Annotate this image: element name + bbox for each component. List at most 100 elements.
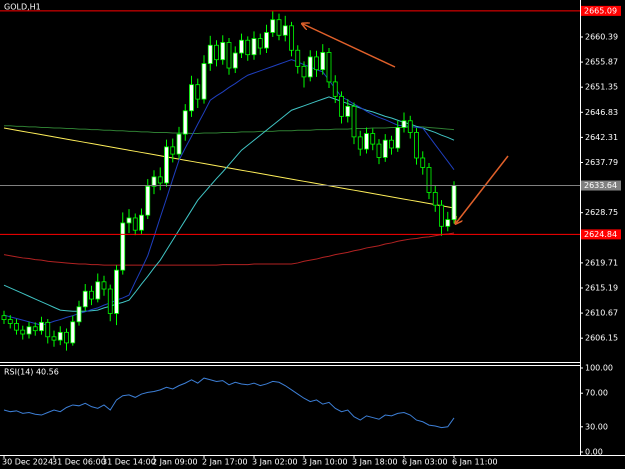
candle-body xyxy=(414,132,419,159)
moving-average xyxy=(4,125,455,135)
x-tick-label: 2 Jan 09:00 xyxy=(152,458,198,467)
candle-body xyxy=(145,185,151,216)
indicator-title: RSI(14) 40.56 xyxy=(4,368,59,377)
candle-body xyxy=(20,329,26,335)
candle-body xyxy=(57,331,63,341)
candle-body xyxy=(182,110,188,135)
candle-body xyxy=(51,336,57,341)
y-tick-label: 2615.19 xyxy=(585,283,618,292)
candle-body xyxy=(214,44,219,61)
y-tick-label: 0.00 xyxy=(585,448,603,457)
candle-body xyxy=(295,49,301,67)
y-tick-label: 2619.71 xyxy=(585,258,618,267)
price-level-label: 2633.64 xyxy=(584,181,617,190)
candle-body xyxy=(14,323,19,331)
moving-average xyxy=(3,127,455,209)
y-tick-label: 100.00 xyxy=(585,364,613,373)
candle-body xyxy=(364,133,369,150)
candle-body xyxy=(82,290,88,308)
y-tick-label: 2610.67 xyxy=(585,309,618,318)
candle-body xyxy=(239,39,244,54)
candle-body xyxy=(7,319,13,324)
candle-body xyxy=(26,326,32,335)
candle-body xyxy=(39,321,44,332)
y-tick-label: 2606.15 xyxy=(585,334,618,343)
candle-body xyxy=(257,38,263,49)
candle-body xyxy=(251,38,257,56)
candle-body xyxy=(332,81,338,97)
candle-body xyxy=(232,52,238,69)
candle-body xyxy=(270,19,276,33)
candle-body xyxy=(401,120,407,128)
candle-body xyxy=(326,52,332,83)
candle-body xyxy=(201,63,207,100)
candle-body xyxy=(339,95,344,117)
candle-body xyxy=(426,167,432,193)
candle-body xyxy=(107,288,113,314)
candle-body xyxy=(307,56,313,78)
y-tick-label: 2660.39 xyxy=(585,32,618,41)
y-tick-label: 2637.79 xyxy=(585,158,618,167)
candle-body xyxy=(451,185,457,221)
x-tick-label: 3 Jan 02:00 xyxy=(252,458,298,467)
candle-body xyxy=(282,25,288,36)
candle-body xyxy=(320,52,326,71)
candle-body xyxy=(45,321,51,338)
candle-body xyxy=(389,139,394,149)
candle-body xyxy=(314,56,319,71)
x-tick-label: 31 Dec 14:00 xyxy=(102,458,156,467)
candle-body xyxy=(345,105,351,117)
candle-body xyxy=(289,25,294,51)
candle-body xyxy=(420,157,426,168)
x-tick-label: 3 Jan 10:00 xyxy=(302,458,348,467)
candle-body xyxy=(1,315,7,320)
moving-average xyxy=(3,59,455,326)
candle-body xyxy=(120,222,126,271)
candle-body xyxy=(157,176,163,184)
candle-body xyxy=(207,44,213,64)
x-tick-label: 3 Jan 18:00 xyxy=(352,458,398,467)
price-level-label: 2624.84 xyxy=(584,230,617,239)
arrow xyxy=(456,155,509,223)
candle-body xyxy=(89,290,94,300)
candle-body xyxy=(395,127,401,149)
x-tick-label: 6 Jan 11:00 xyxy=(452,458,498,467)
x-tick-label: 30 Dec 2024 xyxy=(2,458,53,467)
candle-body xyxy=(132,217,138,231)
y-tick-label: 70.00 xyxy=(585,389,608,398)
candle-body xyxy=(76,306,82,323)
candle-body xyxy=(32,326,38,332)
candle-body xyxy=(176,133,182,155)
price-level-label: 2665.09 xyxy=(584,6,617,15)
candle-body xyxy=(357,136,363,150)
candle-body xyxy=(264,32,269,49)
candle-body xyxy=(126,217,132,224)
candle-body xyxy=(189,84,194,112)
candle-body xyxy=(195,84,201,100)
candle-body xyxy=(70,321,76,344)
candle-body xyxy=(95,281,101,300)
candle-body xyxy=(276,19,282,36)
y-tick-label: 2646.83 xyxy=(585,108,618,117)
candle-body xyxy=(114,269,119,314)
y-tick-label: 2651.35 xyxy=(585,83,618,92)
candle-body xyxy=(432,192,438,206)
arrow xyxy=(303,24,396,68)
candle-body xyxy=(376,143,382,158)
candle-body xyxy=(407,120,413,133)
candle-body xyxy=(170,146,176,155)
x-tick-label: 31 Dec 06:00 xyxy=(52,458,106,467)
x-tick-label: 2 Jan 17:00 xyxy=(202,458,248,467)
candle-body xyxy=(139,214,144,231)
candle-body xyxy=(220,42,226,61)
candle-body xyxy=(245,39,251,56)
candle-body xyxy=(439,204,444,227)
y-tick-label: 2655.87 xyxy=(585,58,618,67)
candle-body xyxy=(226,42,232,69)
candle-body xyxy=(301,65,307,78)
y-tick-label: 2628.75 xyxy=(585,208,618,217)
y-tick-label: 2642.31 xyxy=(585,133,618,142)
candle-body xyxy=(101,281,107,290)
moving-average xyxy=(3,96,455,312)
x-tick-label: 6 Jan 03:00 xyxy=(402,458,448,467)
